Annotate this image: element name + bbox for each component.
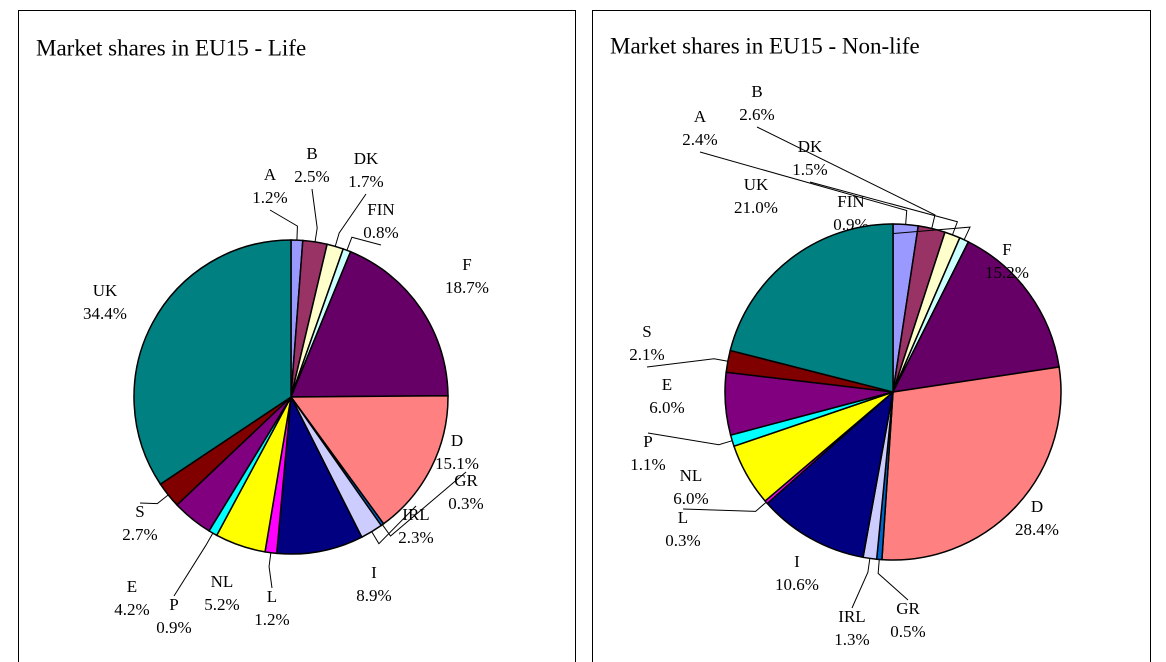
slice-label: F — [1002, 240, 1011, 259]
slice-label: E — [662, 375, 672, 394]
slice-label: B — [751, 82, 762, 101]
slice-label: L — [678, 508, 688, 527]
slice-label: L — [267, 587, 277, 606]
leader-line — [371, 505, 417, 545]
leader-line — [268, 552, 273, 589]
slice-value-label: 2.1% — [629, 345, 664, 364]
slice-label: I — [371, 563, 377, 582]
slice-value-label: 21.0% — [734, 198, 778, 217]
slice-label: A — [694, 107, 707, 126]
slice-label: NL — [211, 572, 234, 591]
leader-line — [877, 559, 909, 601]
slice-label: DK — [354, 149, 379, 168]
slice-value-label: 6.0% — [649, 398, 684, 417]
slice-value-label: 2.3% — [398, 528, 433, 547]
slice-label: S — [642, 322, 651, 341]
leader-line — [756, 126, 936, 229]
slice-label: E — [127, 577, 137, 596]
leader-line — [646, 358, 728, 368]
slice-label: P — [169, 595, 178, 614]
slice-value-label: 34.4% — [83, 304, 127, 323]
slice-value-label: 5.2% — [204, 595, 239, 614]
slice-value-label: 1.1% — [630, 455, 665, 474]
slice-value-label: 1.2% — [254, 610, 289, 629]
chart-title: Market shares in EU15 - Life — [36, 35, 306, 60]
slice-label: S — [135, 502, 144, 521]
slice-value-label: 1.5% — [792, 160, 827, 179]
slice-label: NL — [680, 466, 703, 485]
leader-line — [647, 432, 733, 446]
slice-value-label: 6.0% — [673, 489, 708, 508]
leader-line — [311, 188, 318, 242]
slice-value-label: 0.8% — [363, 223, 398, 242]
slice-value-label: 1.2% — [252, 188, 287, 207]
slice-value-label: 2.6% — [739, 105, 774, 124]
pie-slice — [133, 239, 292, 486]
slice-label: GR — [454, 471, 478, 490]
pie-slice — [289, 395, 449, 525]
pie-slice — [289, 250, 449, 398]
pie-slice — [891, 240, 1060, 393]
leader-line — [173, 532, 214, 597]
slice-value-label: 10.6% — [775, 575, 819, 594]
slice-value-label: 0.9% — [156, 618, 191, 637]
slice-value-label: 1.7% — [348, 172, 383, 191]
slice-label: FIN — [837, 192, 864, 211]
slice-value-label: 15.1% — [435, 454, 479, 473]
slice-label: I — [794, 552, 800, 571]
slice-label: D — [1031, 497, 1043, 516]
slice-value-label: 18.7% — [445, 278, 489, 297]
slice-value-label: 8.9% — [356, 586, 391, 605]
slice-value-label: 1.3% — [834, 630, 869, 649]
slice-label: UK — [744, 175, 769, 194]
leader-line — [851, 558, 871, 609]
slice-value-label: 0.3% — [448, 494, 483, 513]
slice-label: DK — [798, 137, 823, 156]
slice-label: F — [462, 255, 471, 274]
pie-slice — [275, 394, 363, 555]
leader-line — [809, 181, 959, 236]
leader-line — [139, 494, 169, 505]
slice-value-label: 28.4% — [1015, 520, 1059, 539]
slice-label: IRL — [402, 505, 429, 524]
slice-value-label: 0.5% — [890, 622, 925, 641]
slice-label: UK — [93, 281, 118, 300]
slice-value-label: 2.7% — [122, 525, 157, 544]
slice-value-label: 2.5% — [294, 167, 329, 186]
leader-line — [334, 193, 367, 247]
slice-value-label: 15.2% — [985, 263, 1029, 282]
slice-label: B — [306, 144, 317, 163]
slice-value-label: 2.4% — [682, 130, 717, 149]
slice-label: D — [451, 431, 463, 450]
slice-label: A — [264, 165, 277, 184]
slice-label: GR — [896, 599, 920, 618]
leader-line — [682, 501, 767, 512]
slice-value-label: 4.2% — [114, 600, 149, 619]
pie-slice — [729, 223, 894, 393]
pie-slice — [881, 366, 1062, 561]
leader-line — [699, 151, 908, 225]
chart-title: Market shares in EU15 - Non-life — [610, 33, 920, 58]
slice-label: FIN — [367, 200, 394, 219]
leader-line — [269, 209, 298, 241]
slice-label: P — [643, 432, 652, 451]
slice-label: IRL — [838, 607, 865, 626]
leader-line — [381, 471, 467, 537]
leader-line — [346, 236, 382, 251]
slice-value-label: 0.3% — [665, 531, 700, 550]
pie-slice — [766, 390, 895, 559]
